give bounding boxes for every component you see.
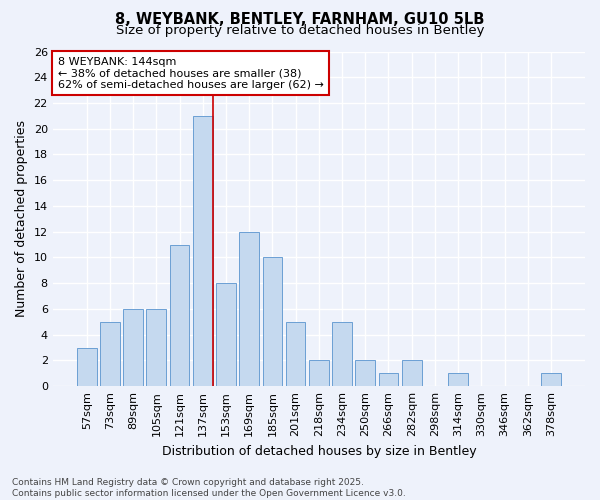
Bar <box>448 374 468 386</box>
Bar <box>193 116 212 386</box>
Bar <box>309 360 329 386</box>
Text: 8, WEYBANK, BENTLEY, FARNHAM, GU10 5LB: 8, WEYBANK, BENTLEY, FARNHAM, GU10 5LB <box>115 12 485 28</box>
Bar <box>239 232 259 386</box>
Bar <box>77 348 97 386</box>
Bar <box>263 258 282 386</box>
X-axis label: Distribution of detached houses by size in Bentley: Distribution of detached houses by size … <box>161 444 476 458</box>
Bar <box>402 360 422 386</box>
Text: Contains HM Land Registry data © Crown copyright and database right 2025.
Contai: Contains HM Land Registry data © Crown c… <box>12 478 406 498</box>
Y-axis label: Number of detached properties: Number of detached properties <box>15 120 28 318</box>
Bar <box>146 309 166 386</box>
Bar <box>216 283 236 386</box>
Text: 8 WEYBANK: 144sqm
← 38% of detached houses are smaller (38)
62% of semi-detached: 8 WEYBANK: 144sqm ← 38% of detached hous… <box>58 56 324 90</box>
Bar <box>123 309 143 386</box>
Text: Size of property relative to detached houses in Bentley: Size of property relative to detached ho… <box>116 24 484 37</box>
Bar <box>286 322 305 386</box>
Bar <box>100 322 120 386</box>
Bar <box>170 244 190 386</box>
Bar <box>379 374 398 386</box>
Bar <box>332 322 352 386</box>
Bar <box>355 360 375 386</box>
Bar <box>541 374 561 386</box>
